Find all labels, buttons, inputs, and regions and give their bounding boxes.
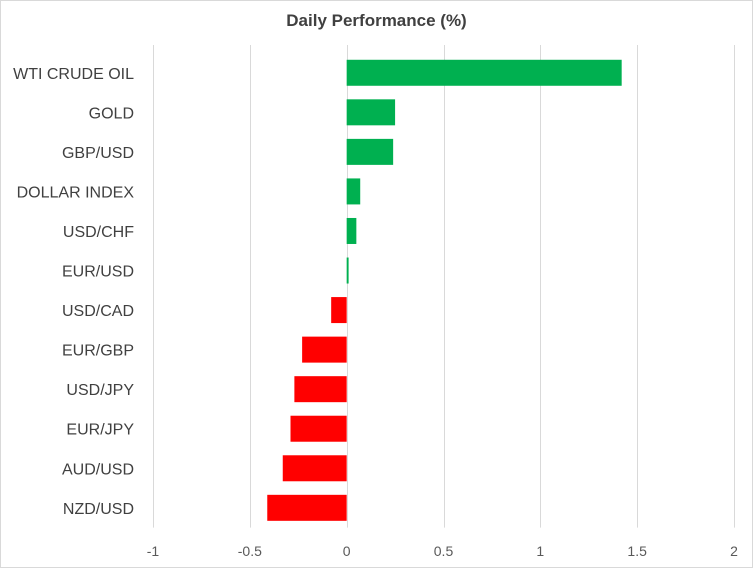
category-label: EUR/JPY	[66, 422, 134, 439]
bar	[346, 217, 357, 244]
x-tick-label: -1	[147, 543, 160, 559]
category-label: GBP/USD	[62, 145, 134, 162]
category-label: USD/CHF	[63, 224, 134, 241]
bar	[294, 376, 347, 403]
category-label: EUR/GBP	[62, 343, 134, 360]
bar	[282, 455, 347, 482]
category-labels: WTI CRUDE OIL GOLD GBP/USD DOLLAR INDEX USD/…	[13, 66, 134, 518]
x-tick-label: 0	[343, 543, 351, 559]
bar	[346, 99, 396, 126]
category-label: WTI CRUDE OIL	[13, 66, 134, 83]
x-tick-label: -0.5	[238, 543, 262, 559]
category-label: USD/CAD	[62, 303, 134, 320]
x-tick-label: 1.5	[627, 543, 647, 559]
bar	[346, 138, 394, 165]
category-label: EUR/USD	[62, 264, 134, 281]
bar	[346, 178, 361, 205]
chart-title: Daily Performance (%)	[286, 11, 467, 30]
bar	[290, 415, 347, 442]
gridlines	[153, 45, 735, 528]
category-label: AUD/USD	[62, 461, 134, 478]
category-label: GOLD	[89, 105, 134, 122]
category-label: NZD/USD	[63, 501, 134, 518]
x-tick-label: 1	[536, 543, 544, 559]
bar	[267, 494, 347, 521]
x-tick-label: 0.5	[434, 543, 454, 559]
category-label: DOLLAR INDEX	[17, 184, 135, 201]
bars	[267, 59, 622, 521]
bar	[346, 257, 349, 284]
bar	[346, 59, 622, 86]
bar	[331, 297, 347, 324]
bar	[302, 336, 347, 363]
category-label: USD/JPY	[66, 382, 134, 399]
x-tick-label: 2	[730, 543, 738, 559]
x-axis-tick-labels: -1 -0.5 0 0.5 1 1.5 2	[147, 543, 738, 559]
